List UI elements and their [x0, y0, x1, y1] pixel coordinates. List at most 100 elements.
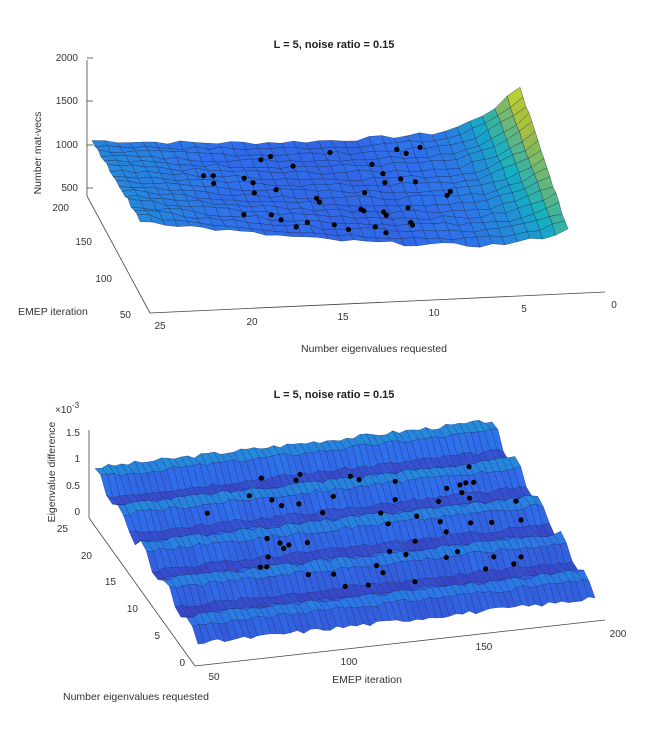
minimum-marker [437, 519, 443, 525]
top-y-label: EMEP iteration [18, 306, 88, 318]
minimum-marker [489, 519, 495, 526]
bottom-chart-title: L = 5, noise ratio = 0.15 [274, 389, 395, 401]
top-x-tick: 0 [611, 300, 617, 311]
minimum-marker [447, 189, 453, 195]
top-y-tick: 150 [75, 237, 92, 248]
minimum-marker [412, 538, 418, 544]
top-z-tick: 500 [61, 183, 78, 194]
minimum-marker [468, 520, 474, 526]
minimum-marker [290, 163, 296, 169]
minimum-marker [417, 144, 423, 150]
minimum-marker [265, 554, 271, 560]
minimum-marker [385, 521, 391, 527]
bottom-x-axis [194, 619, 606, 667]
minimum-marker [293, 224, 299, 230]
minimum-marker [383, 230, 389, 236]
bottom-x-tick: 150 [476, 642, 493, 653]
bottom-z-tick: 1 [74, 454, 80, 465]
minimum-marker [297, 471, 303, 477]
minimum-marker [380, 570, 386, 576]
minimum-marker [403, 551, 409, 558]
bottom-x-tick: 200 [610, 629, 627, 640]
bottom-z-ticks: 1.5 1 0.5 0 [66, 428, 80, 518]
bottom-markers [204, 464, 524, 590]
minimum-marker [331, 222, 337, 228]
minimum-marker [201, 173, 207, 179]
minimum-marker [286, 542, 292, 548]
minimum-marker [467, 495, 473, 501]
minimum-marker [342, 583, 348, 590]
minimum-marker [466, 464, 472, 470]
minimum-marker [459, 489, 465, 496]
bottom-y-tick: 20 [81, 551, 93, 562]
top-y-tick: 100 [95, 274, 112, 285]
bottom-surface [94, 419, 596, 645]
minimum-marker [362, 190, 368, 196]
top-y-axis [86, 195, 151, 314]
top-markers [201, 144, 453, 236]
top-z-tick: 1500 [56, 96, 79, 107]
minimum-marker [372, 224, 378, 230]
minimum-marker [369, 161, 375, 167]
minimum-marker [304, 219, 310, 226]
top-x-tick: 20 [246, 317, 258, 328]
bottom-chart: L = 5, noise ratio = 0.15 ×10 -3 1.5 1 0… [46, 389, 627, 703]
minimum-marker [273, 187, 279, 193]
minimum-marker [257, 564, 263, 570]
minimum-marker [436, 498, 442, 504]
bottom-z-tick: 0 [74, 507, 80, 518]
top-x-ticks: 25 20 15 10 5 0 [154, 300, 617, 332]
minimum-marker [518, 554, 524, 560]
bottom-x-ticks: 50 100 150 200 [208, 629, 626, 683]
bottom-y-tick: 10 [127, 604, 139, 615]
minimum-marker [304, 540, 310, 546]
minimum-marker [356, 477, 362, 483]
minimum-marker [398, 176, 404, 182]
minimum-marker [443, 554, 449, 560]
bottom-y-axis [88, 517, 196, 667]
top-x-axis [149, 291, 606, 314]
minimum-marker [457, 482, 463, 488]
minimum-marker [281, 545, 287, 552]
bottom-y-label: Number eigenvalues requested [63, 691, 209, 703]
minimum-marker [264, 564, 270, 570]
minimum-marker [414, 513, 420, 519]
top-z-label: Number mat-vecs [32, 112, 44, 195]
minimum-marker [454, 549, 461, 555]
minimum-marker [264, 535, 270, 542]
exponent-value: -3 [72, 401, 80, 410]
minimum-marker [471, 479, 477, 485]
top-y-ticks: 200 150 100 50 [52, 203, 131, 321]
minimum-marker [347, 473, 354, 479]
top-x-tick: 25 [154, 321, 166, 332]
minimum-marker [491, 554, 497, 560]
minimum-marker [269, 497, 275, 503]
top-x-tick: 10 [428, 308, 440, 319]
minimum-marker [210, 173, 216, 179]
top-z-ticks: 2000 1500 1000 500 [56, 53, 93, 194]
minimum-marker [412, 579, 418, 585]
minimum-marker [211, 180, 217, 186]
minimum-marker [483, 566, 489, 572]
top-x-tick: 5 [521, 304, 527, 315]
minimum-marker [403, 150, 409, 156]
bottom-x-tick: 100 [341, 657, 358, 668]
minimum-marker [320, 509, 326, 516]
minimum-marker [374, 562, 380, 569]
minimum-marker [241, 212, 247, 218]
minimum-marker [518, 517, 524, 523]
bottom-z-tick: 1.5 [66, 428, 80, 439]
minimum-marker [511, 561, 517, 567]
minimum-marker [381, 209, 387, 215]
minimum-marker [345, 226, 352, 233]
bottom-y-ticks: 25 20 15 10 5 0 [57, 524, 186, 669]
minimum-marker [392, 497, 398, 503]
bottom-y-tick: 15 [105, 577, 117, 588]
minimum-marker [268, 212, 274, 218]
top-chart: L = 5, noise ratio = 0.15 2000 1500 1000… [18, 39, 617, 355]
top-chart-title: L = 5, noise ratio = 0.15 [274, 39, 395, 51]
minimum-marker [305, 572, 311, 578]
minimum-marker [444, 485, 450, 491]
minimum-marker [380, 171, 386, 177]
